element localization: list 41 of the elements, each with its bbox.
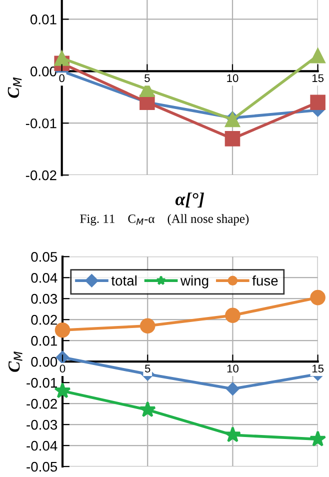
y-tick-label: -0.04	[26, 440, 58, 451]
point	[140, 318, 156, 334]
x-axis-title: α[°]	[175, 192, 204, 208]
point	[224, 426, 242, 442]
x-tick-label: 10	[227, 364, 238, 373]
x-tick-label: 15	[312, 74, 324, 82]
y-tick-label: 0.01	[30, 14, 56, 24]
point	[226, 382, 240, 396]
legend-label: fuse	[252, 275, 278, 286]
point	[56, 350, 70, 364]
y-tick-label: 0.05	[31, 252, 58, 262]
y-tick-label: -0.05	[26, 462, 58, 472]
point	[224, 131, 240, 146]
y-tick-label: 0.03	[31, 294, 58, 304]
y-tick-label: 0.04	[31, 272, 58, 283]
y-tick-label: 0.00	[31, 356, 58, 367]
point	[310, 430, 326, 446]
legend-label: wing	[180, 275, 208, 288]
point	[310, 48, 326, 64]
y-tick-label: 0.01	[31, 336, 57, 346]
caption: Fig. 11 C$_{M}$-α (All nose shape)	[80, 214, 249, 226]
y-axis-title: C$_{M}$	[8, 77, 22, 98]
y-tick-label: -0.03	[26, 420, 58, 430]
x-tick-label: 0	[60, 364, 66, 373]
y-tick-label: 0.02	[31, 314, 57, 325]
point	[225, 308, 240, 324]
y-tick-label: -0.01	[26, 118, 56, 128]
x-tick-label: 0	[59, 74, 65, 82]
x-tick-label: 10	[227, 74, 238, 82]
x-tick-label: 15	[312, 364, 324, 373]
point	[139, 401, 156, 418]
y-tick-label: -0.02	[26, 170, 56, 180]
y-tick-label: -0.01	[26, 378, 57, 388]
point	[54, 50, 70, 66]
legend-label: total	[111, 275, 136, 286]
x-tick-label: 5	[144, 74, 150, 82]
y-tick-label: -0.02	[26, 398, 57, 409]
point	[310, 290, 326, 306]
point	[310, 94, 326, 110]
y-axis-title: C$_{M}$	[8, 351, 22, 372]
x-tick-label: 5	[144, 364, 150, 373]
